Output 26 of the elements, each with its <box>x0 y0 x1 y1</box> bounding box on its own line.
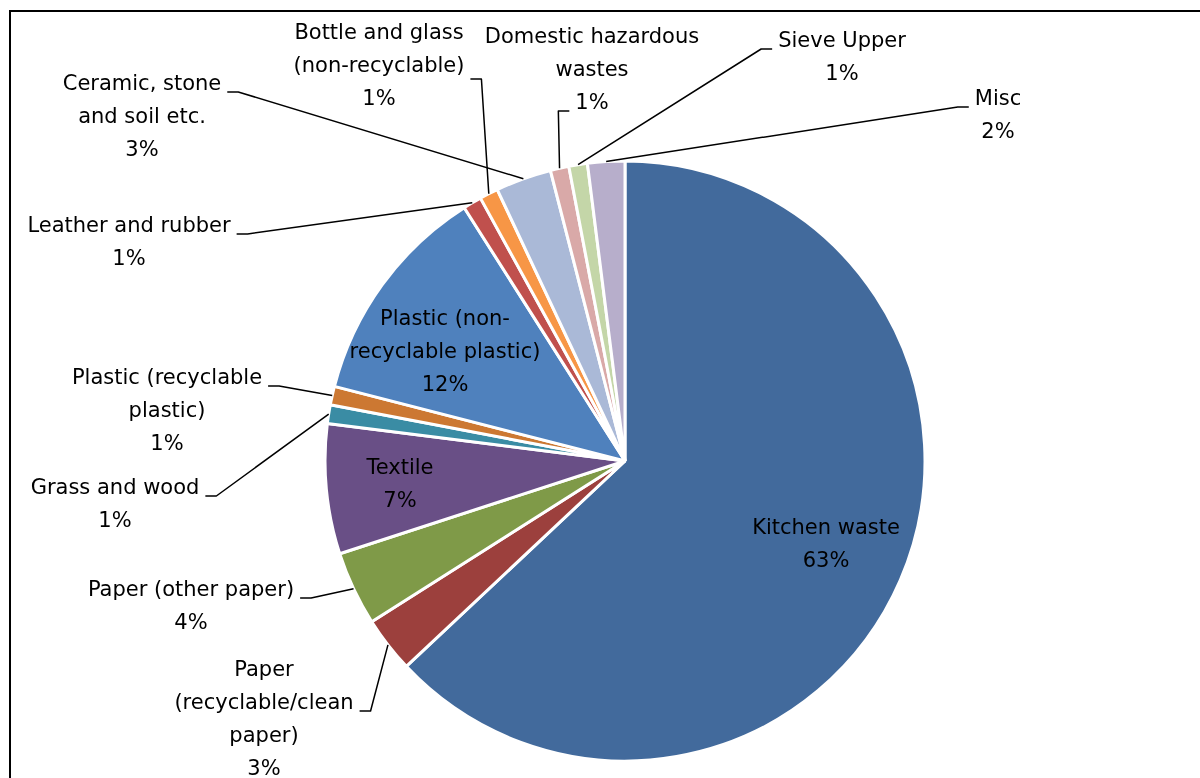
slice-label: Grass and wood <box>30 475 200 500</box>
data-label: 12% <box>421 372 469 397</box>
slice-label: Paper (other paper) <box>87 577 295 602</box>
data-label: 1% <box>825 61 859 86</box>
slice-label: Bottle and glass (non-recyclable) <box>293 20 465 78</box>
slice-label: Plastic (recyclable plastic) <box>71 365 263 423</box>
data-label: 1% <box>575 90 609 115</box>
slice-label: Sieve Upper <box>778 28 907 53</box>
slice-label: Leather and rubber <box>27 213 231 238</box>
data-label: 4% <box>174 610 208 635</box>
slice-label: Misc <box>974 86 1022 111</box>
slice-label: Textile <box>365 455 434 480</box>
slice-label: Kitchen waste <box>752 515 900 540</box>
data-label: 3% <box>125 137 159 162</box>
slice-label: Ceramic, stone and soil etc. <box>62 71 222 129</box>
slice-label: Paper (recyclable/clean paper) <box>174 657 354 748</box>
data-label: 3% <box>247 756 281 778</box>
data-label: 1% <box>98 508 132 533</box>
slice-label: Plastic (non-recyclable plastic) <box>349 306 541 364</box>
data-label: 1% <box>112 246 146 271</box>
data-label: 2% <box>981 119 1015 144</box>
data-label: 7% <box>383 488 417 513</box>
data-label: 1% <box>150 431 184 456</box>
slice-label: Domestic hazardous wastes <box>484 24 700 82</box>
data-label: 1% <box>362 86 396 111</box>
data-label: 63% <box>802 548 850 573</box>
